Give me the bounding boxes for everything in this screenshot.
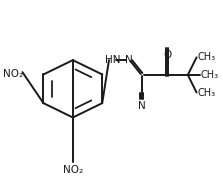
Text: NO₂: NO₂ — [63, 165, 83, 175]
Text: HN: HN — [105, 55, 120, 65]
Text: CH₃: CH₃ — [201, 70, 219, 80]
Text: N: N — [125, 55, 132, 65]
Text: NO₂: NO₂ — [2, 69, 23, 79]
Text: N: N — [138, 101, 146, 111]
Text: CH₃: CH₃ — [198, 88, 216, 97]
Text: CH₃: CH₃ — [198, 52, 216, 62]
Text: O: O — [163, 50, 171, 60]
